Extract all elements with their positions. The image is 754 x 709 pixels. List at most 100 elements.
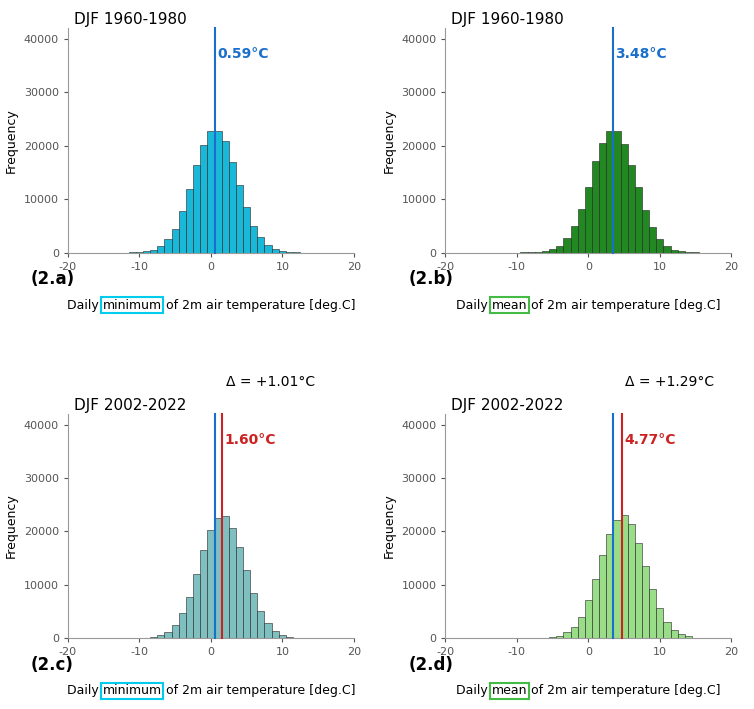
Bar (228, 162, 236, 252)
Text: DJF 2002-2022: DJF 2002-2022 (451, 398, 563, 413)
Bar (286, 637, 293, 638)
Y-axis label: Frequency: Frequency (383, 493, 396, 559)
Bar (614, 130, 621, 252)
Bar (243, 207, 250, 252)
Bar (578, 617, 585, 638)
Bar (599, 143, 606, 252)
Bar (685, 637, 692, 638)
Bar (628, 164, 635, 252)
Text: Δ = +1.01°C: Δ = +1.01°C (226, 375, 315, 389)
Text: Daily: Daily (456, 298, 492, 312)
Bar (193, 574, 200, 638)
Bar (171, 229, 179, 252)
Bar (222, 140, 228, 252)
Bar (271, 631, 279, 638)
Bar (250, 593, 257, 638)
Bar (200, 145, 207, 252)
Bar (635, 542, 642, 638)
Text: Δ = +1.29°C: Δ = +1.29°C (624, 375, 714, 389)
Bar (164, 632, 171, 638)
Bar (606, 534, 614, 638)
Bar (542, 251, 549, 252)
Text: 1.60°C: 1.60°C (225, 432, 276, 447)
Bar (664, 622, 670, 638)
Text: minimum: minimum (103, 298, 161, 312)
Bar (193, 165, 200, 252)
Bar (592, 161, 599, 252)
Bar (599, 554, 606, 638)
Bar (179, 211, 185, 252)
Text: of 2m air temperature [deg.C]: of 2m air temperature [deg.C] (527, 684, 721, 697)
Y-axis label: Frequency: Frequency (5, 493, 18, 559)
Bar (556, 636, 563, 638)
Bar (585, 187, 592, 252)
Bar (628, 524, 635, 638)
Bar (164, 239, 171, 252)
Text: DJF 1960-1980: DJF 1960-1980 (451, 12, 564, 27)
Text: DJF 1960-1980: DJF 1960-1980 (74, 12, 186, 27)
Bar (150, 637, 158, 638)
Text: of 2m air temperature [deg.C]: of 2m air temperature [deg.C] (161, 298, 355, 312)
Bar (621, 144, 627, 252)
Bar (228, 527, 236, 638)
Text: 0.59°C: 0.59°C (217, 47, 268, 61)
Text: (2.c): (2.c) (31, 656, 74, 674)
Bar (214, 518, 222, 638)
Bar (207, 530, 214, 638)
Text: Daily: Daily (456, 684, 492, 697)
Bar (185, 189, 193, 252)
Bar (635, 187, 642, 252)
Bar (649, 589, 656, 638)
Bar (265, 623, 271, 638)
Bar (214, 130, 222, 252)
Bar (236, 547, 243, 638)
Bar (257, 610, 265, 638)
Bar (279, 635, 286, 638)
Bar (265, 245, 271, 252)
Text: (2.b): (2.b) (408, 270, 453, 289)
Bar (670, 250, 678, 252)
Bar (614, 520, 621, 638)
Bar (236, 185, 243, 252)
Text: 3.48°C: 3.48°C (615, 47, 667, 61)
Bar (257, 238, 265, 252)
Bar (578, 209, 585, 252)
Bar (243, 570, 250, 638)
Text: Daily: Daily (66, 684, 103, 697)
Bar (664, 246, 670, 252)
Text: of 2m air temperature [deg.C]: of 2m air temperature [deg.C] (527, 298, 721, 312)
Y-axis label: Frequency: Frequency (5, 108, 18, 173)
Text: (2.d): (2.d) (408, 656, 453, 674)
Y-axis label: Frequency: Frequency (383, 108, 396, 173)
Bar (185, 597, 193, 638)
Text: mean: mean (492, 684, 527, 697)
Bar (656, 608, 664, 638)
Text: (2.a): (2.a) (31, 270, 75, 289)
Bar (549, 637, 556, 638)
Bar (571, 226, 578, 252)
Bar (585, 601, 592, 638)
Bar (563, 238, 571, 252)
Bar (250, 225, 257, 252)
Text: minimum: minimum (103, 684, 161, 697)
Bar (621, 515, 627, 638)
Bar (200, 550, 207, 638)
Bar (606, 131, 614, 252)
Bar (670, 630, 678, 638)
Bar (158, 635, 164, 638)
Bar (222, 515, 228, 638)
Bar (649, 227, 656, 252)
Text: of 2m air temperature [deg.C]: of 2m air temperature [deg.C] (161, 684, 355, 697)
Bar (150, 250, 158, 252)
Bar (171, 625, 179, 638)
Bar (158, 246, 164, 252)
Bar (656, 239, 664, 252)
Bar (592, 579, 599, 638)
Bar (642, 566, 649, 638)
Bar (642, 210, 649, 252)
Text: mean: mean (492, 298, 527, 312)
Text: 4.77°C: 4.77°C (624, 432, 676, 447)
Bar (678, 635, 685, 638)
Bar (549, 249, 556, 252)
Bar (563, 632, 571, 638)
